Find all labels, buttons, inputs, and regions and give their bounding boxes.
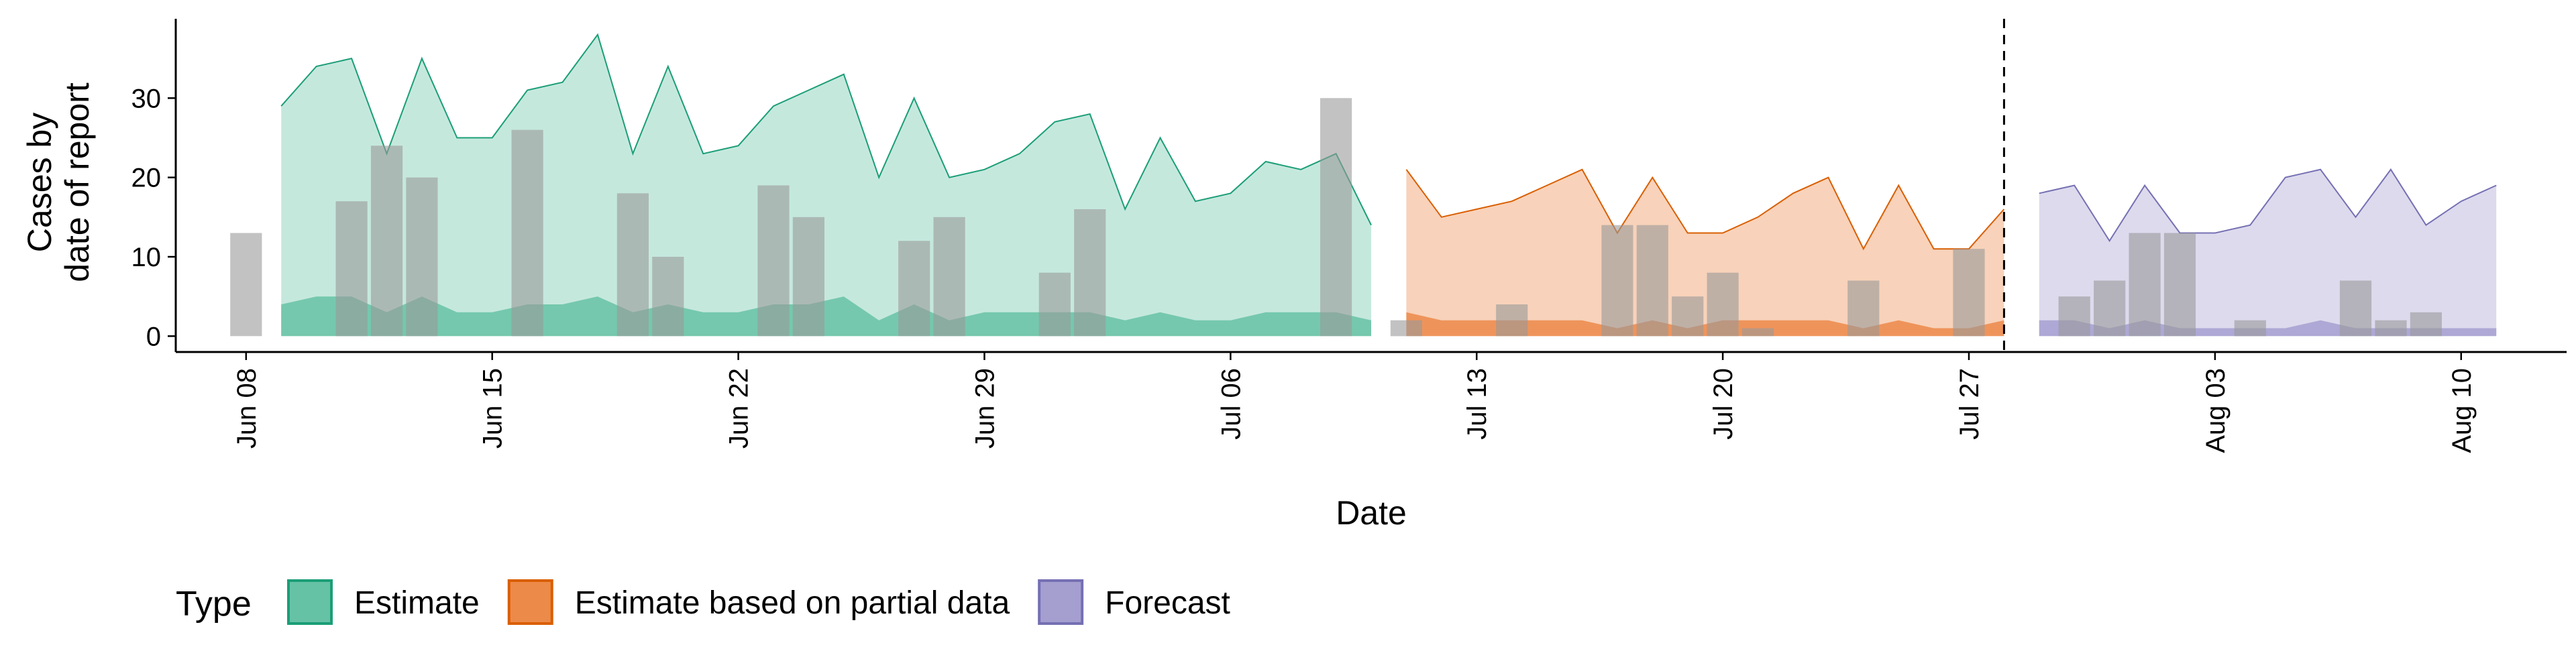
x-tick-label: Jul 13 [1462, 368, 1492, 440]
bar [370, 145, 403, 337]
x-tick-label: Jul 27 [1955, 368, 1984, 440]
x-axis-title: Date [1336, 494, 1407, 532]
x-tick-label: Jun 08 [232, 368, 262, 449]
legend-key [287, 579, 333, 625]
y-tick-label: 30 [131, 84, 162, 113]
bar [511, 129, 543, 337]
ribbon-90-estimate [281, 34, 1372, 337]
x-tick-label: Jun 15 [478, 368, 508, 449]
bar [933, 217, 965, 337]
bar [792, 217, 824, 337]
bar [2234, 320, 2266, 337]
bar [1741, 328, 1774, 337]
bar [2339, 280, 2372, 337]
bar [1320, 98, 1352, 337]
bar [2058, 296, 2090, 337]
legend-label: Forecast [1105, 585, 1230, 621]
y-ticks-group: 0 10 20 30 [131, 84, 176, 351]
bar [1636, 225, 1668, 337]
x-tick-label: Jun 22 [724, 368, 754, 449]
legend-title: Type [176, 585, 252, 624]
bar [406, 177, 438, 337]
upper-line-forecast [2039, 168, 2497, 243]
bar [1672, 296, 1704, 337]
bar [652, 257, 684, 337]
y-axis-title-line: Cases by [21, 113, 58, 252]
bar [757, 185, 790, 337]
bar [2094, 280, 2126, 337]
ribbon-90-estimate-based-on-partial-data [1406, 169, 2004, 337]
bar [2163, 233, 2196, 337]
y-axis-title-line: date of report [58, 82, 96, 282]
x-ticks-group: Jun 08 Jun 15 Jun 22 Jun 29 Jul 06 Jul 13 Jul … [232, 352, 2477, 453]
bar [2410, 312, 2442, 337]
bar [1038, 272, 1071, 337]
legend-label: Estimate based on partial data [575, 585, 1010, 621]
bar [230, 233, 262, 337]
bar [1074, 209, 1106, 337]
y-tick-label: 20 [131, 164, 162, 193]
legend: Type Estimate Estimate based on partial da… [176, 579, 1230, 625]
x-tick-label: Jul 06 [1216, 368, 1246, 440]
bar [335, 201, 368, 337]
bar [1707, 272, 1739, 337]
bar [616, 193, 649, 337]
legend-label: Estimate [354, 585, 480, 621]
bars-group [230, 98, 2442, 337]
x-tick-label: Jul 20 [1709, 368, 1738, 440]
upper-line-estimate-based-on-partial-data [1405, 168, 2005, 251]
x-tick-label: Jun 29 [970, 368, 1000, 449]
bar [1496, 304, 1528, 337]
upper-line-estimate [280, 33, 1372, 226]
bar [1847, 280, 1880, 337]
legend-key [1038, 579, 1084, 625]
x-tick-label: Aug 03 [2201, 368, 2231, 453]
bar [1953, 249, 1985, 337]
legend-key [507, 579, 553, 625]
x-tick-label: Aug 10 [2447, 368, 2477, 453]
bar [2129, 233, 2161, 337]
y-tick-label: 10 [131, 243, 162, 272]
bar [898, 241, 930, 337]
y-tick-label: 0 [146, 322, 161, 351]
bar [1601, 225, 1633, 337]
bar [2375, 320, 2407, 337]
y-axis-title: Cases bydate of report [21, 82, 96, 282]
bar [1390, 320, 1422, 337]
